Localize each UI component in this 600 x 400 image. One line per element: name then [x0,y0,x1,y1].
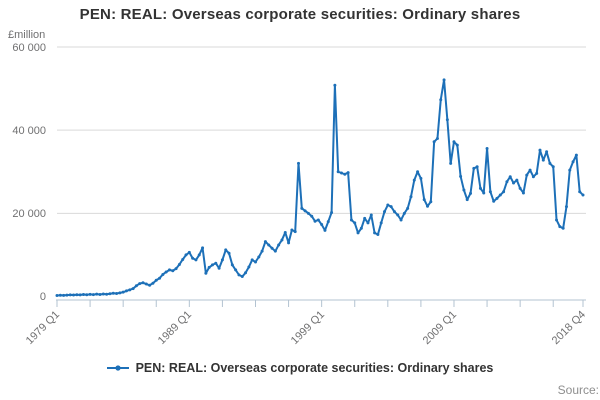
legend-label: PEN: REAL: Overseas corporate securities… [135,361,494,375]
x-tick-label-1999q1: 1999 Q1 [289,309,327,347]
y-tick-label-60000: 60 000 [12,42,46,54]
line-dot-icon [106,365,129,371]
y-tick-label-20000: 20 000 [12,208,46,220]
x-tick-label-1989q1: 1989 Q1 [156,309,194,347]
x-axis [56,299,586,307]
x-tick-label-2009q1: 2009 Q1 [421,309,459,347]
chart-title: PEN: REAL: Overseas corporate securities… [79,6,521,23]
legend: PEN: REAL: Overseas corporate securities… [0,361,600,375]
source-label: Source: [557,383,599,397]
legend-item[interactable]: PEN: REAL: Overseas corporate securities… [106,361,494,375]
x-tick-label-2018q4: 2018 Q4 [550,309,588,347]
gridlines [57,46,586,214]
x-tick-label-1979q1: 1979 Q1 [24,309,62,347]
y-tick-label-40000: 40 000 [12,125,46,137]
line-chart: 60 000 40 000 20 000 0 1979 Q1 1989 Q1 1… [12,42,588,347]
y-axis-unit-label: £million [8,29,46,41]
y-tick-label-0: 0 [40,291,46,303]
series-line [55,78,585,297]
